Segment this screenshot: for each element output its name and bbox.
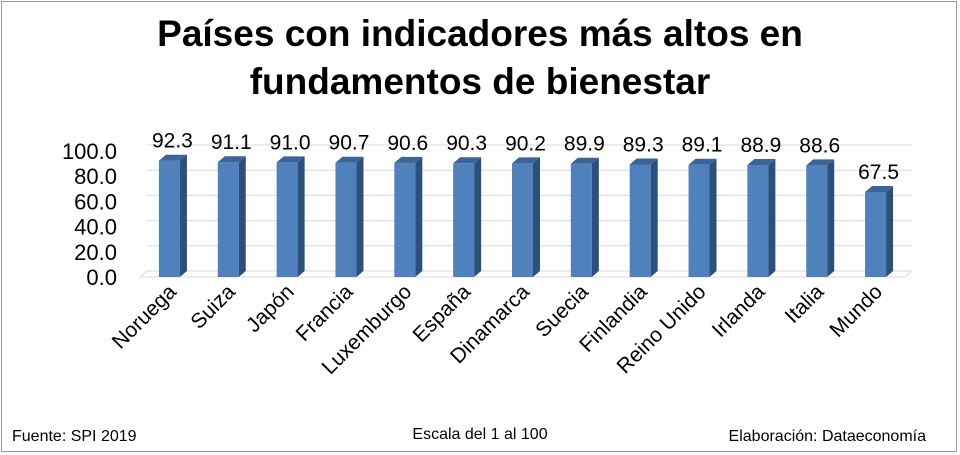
bar-side: [297, 156, 305, 277]
bar-top: [806, 159, 835, 166]
bar: [747, 158, 776, 277]
data-labels: 92.3 91.1 91.0 90.7 90.6 90.3 90.2 89.9 89.3 89.1…: [152, 130, 899, 184]
bar-side: [356, 156, 364, 277]
footer-credit: Elaboración: Dataeconomía: [728, 428, 926, 445]
chart-title-line-1: Países con indicadores más altos en: [157, 13, 803, 54]
bar: [806, 159, 835, 277]
bar-side: [533, 157, 540, 277]
bar-front: [629, 164, 651, 277]
x-tick-label: Japón: [242, 280, 299, 337]
bar-side: [591, 157, 599, 277]
bar-side: [179, 154, 187, 277]
bar: [394, 156, 423, 277]
data-label: 89.9: [564, 133, 605, 156]
bar: [158, 154, 187, 277]
y-tick-label: 80.0: [74, 164, 117, 189]
bar-top: [394, 156, 423, 163]
bar: [335, 156, 364, 277]
bar: [453, 157, 482, 277]
x-tick-label: Suiza: [186, 280, 240, 334]
bar: [512, 157, 540, 277]
data-label: 88.6: [799, 134, 840, 157]
bar-top: [158, 154, 187, 161]
x-tick-label: Noruega: [108, 280, 181, 353]
data-label: 88.9: [740, 134, 781, 157]
bar-top: [747, 158, 776, 165]
data-label: 90.7: [329, 132, 370, 155]
bar: [629, 158, 658, 277]
bar: [865, 185, 894, 277]
y-tick-label: 0.0: [86, 265, 117, 290]
y-tick-label: 60.0: [74, 189, 117, 214]
y-tick-label: 20.0: [74, 240, 117, 265]
data-label: 89.1: [682, 134, 723, 157]
data-label: 90.2: [505, 132, 546, 155]
bar: [688, 158, 717, 277]
bar-front: [158, 160, 180, 277]
bar-front: [453, 163, 475, 277]
bar-front: [806, 165, 828, 277]
bar-side: [474, 157, 482, 277]
bar-top: [453, 157, 482, 164]
bar-front: [217, 162, 239, 277]
bar-front: [394, 162, 416, 277]
bar-side: [827, 159, 835, 277]
y-tick-label: 100.0: [62, 139, 117, 164]
bar-front: [688, 164, 710, 277]
x-tick-label: Irlanda: [708, 280, 770, 342]
data-label: 92.3: [152, 130, 193, 153]
x-tick-label: Italia: [781, 280, 829, 328]
bar-top: [217, 156, 246, 163]
bar-side: [709, 158, 717, 277]
y-tick-label: 40.0: [74, 215, 117, 240]
bar-top: [865, 185, 894, 192]
x-tick-label: Mundo: [825, 280, 887, 342]
footer-source: Fuente: SPI 2019: [12, 428, 137, 445]
bar: [217, 156, 246, 277]
bar-front: [570, 163, 592, 277]
bars: [158, 154, 894, 277]
bar-top: [629, 158, 658, 165]
bar-top: [335, 156, 364, 163]
bar-front: [276, 162, 298, 277]
bar-side: [415, 156, 423, 277]
data-label: 90.3: [446, 132, 487, 155]
bar-top: [512, 157, 540, 164]
data-label: 90.6: [387, 132, 428, 155]
bar-side: [650, 158, 658, 277]
bar-top: [570, 157, 599, 164]
data-label: 67.5: [858, 161, 899, 184]
chart-title-line-2: fundamentos de bienestar: [249, 61, 711, 102]
bar-top: [276, 156, 305, 163]
bar-front: [335, 162, 357, 277]
x-axis-ticks: Noruega Suiza JapónFranciaLuxemburgoEspaña…: [108, 280, 887, 379]
bar: [276, 156, 305, 277]
bar-front: [747, 164, 769, 277]
data-label: 89.3: [623, 133, 664, 156]
footer-scale: Escala del 1 al 100: [412, 426, 548, 443]
bar-front: [865, 191, 887, 277]
data-label: 91.1: [211, 131, 252, 154]
bar-front: [512, 163, 533, 277]
bar: [570, 157, 599, 277]
bar-side: [886, 185, 894, 277]
bar-side: [768, 158, 776, 277]
bar-side: [238, 156, 246, 277]
bar-top: [688, 158, 717, 165]
chart-title: Países con indicadores más altos en fund…: [0, 10, 960, 106]
data-label: 91.0: [270, 131, 311, 154]
